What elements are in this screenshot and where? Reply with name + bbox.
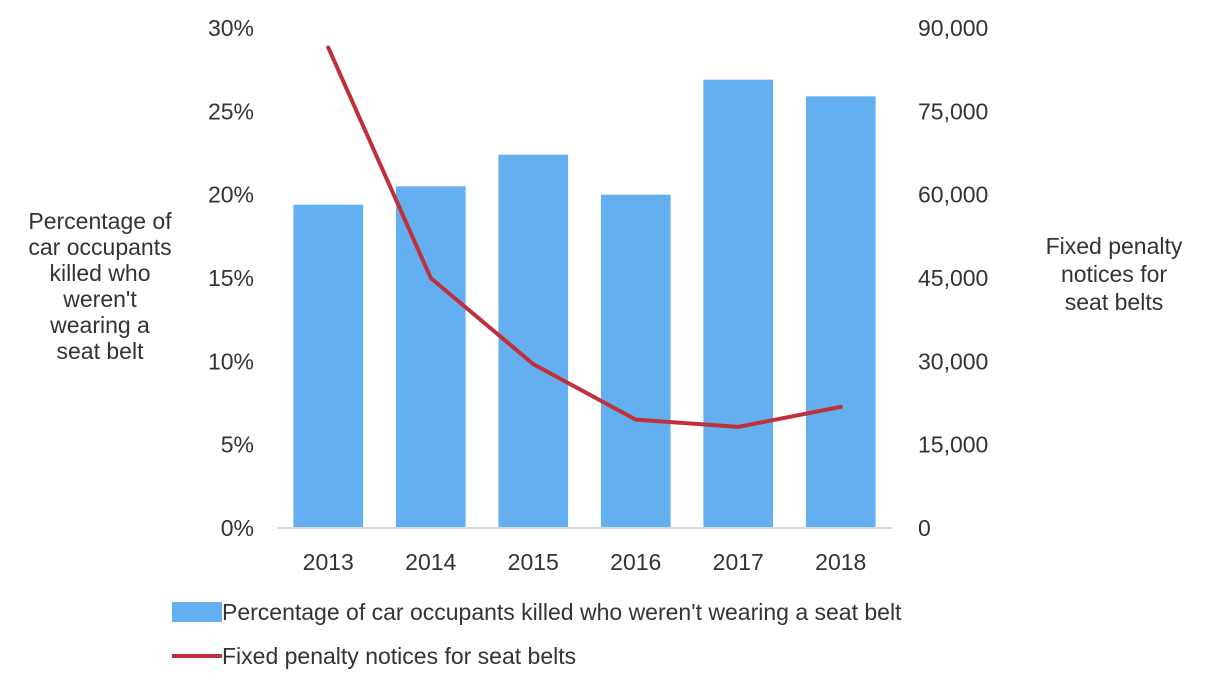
bar-2015 [498,154,569,528]
chart: 0% 5% 10% 15% 20% 25% 30% 0 15,000 30,000 45,000 6… [208,15,988,575]
axis-label-line: car occupants [28,234,172,260]
legend-label-line: Fixed penalty notices for seat belts [222,642,577,669]
axis-label-line: wearing a [50,312,150,338]
right-tick-label: 30,000 [918,348,988,374]
right-tick-label: 90,000 [918,15,988,41]
right-tick-label: 45,000 [918,265,988,291]
right-axis-ticks: 0 15,000 30,000 45,000 60,000 75,000 90,000 [918,15,988,541]
left-axis-label: Percentage of car occupants killed who were… [0,208,200,364]
axis-label-line: killed who [49,260,151,286]
legend-swatch-line [172,654,222,658]
bar-2014 [395,186,466,529]
bar-series [293,79,876,529]
legend-item-bars: Percentage of car occupants killed who w… [172,598,901,626]
left-tick-label: 25% [208,98,254,124]
bar-2013 [293,204,364,528]
left-tick-label: 20% [208,182,254,208]
left-tick-label: 30% [208,15,254,41]
axis-label-line: weren't [63,286,137,312]
right-tick-label: 60,000 [918,182,988,208]
x-tick-label: 2015 [508,549,559,575]
legend: Percentage of car occupants killed who w… [172,598,901,686]
legend-item-line: Fixed penalty notices for seat belts [172,642,901,670]
legend-swatch-bar [172,602,222,622]
axis-label-line: seat belt [56,338,144,364]
right-tick-label: 75,000 [918,98,988,124]
x-tick-label: 2013 [303,549,354,575]
left-tick-label: 5% [221,432,254,458]
axis-label-line: seat belts [1064,289,1164,315]
line-series [326,45,843,429]
axis-label-line: Percentage of [28,208,172,234]
bar-2018 [805,96,876,528]
left-tick-label: 10% [208,348,254,374]
x-tick-label: 2018 [815,549,866,575]
left-axis-ticks: 0% 5% 10% 15% 20% 25% 30% [208,15,254,541]
legend-label-bars: Percentage of car occupants killed who w… [222,598,902,625]
x-tick-label: 2017 [713,549,764,575]
right-axis-label: Fixed penalty notices for seat belts [1022,232,1206,316]
left-tick-label: 15% [208,265,254,291]
right-tick-label: 15,000 [918,432,988,458]
axis-label-line: Fixed penalty [1045,233,1183,259]
left-tick-label: 0% [221,515,254,541]
x-tick-label: 2016 [610,549,661,575]
bar-2017 [703,79,774,529]
bar-2016 [600,194,671,528]
right-tick-label: 0 [918,515,931,541]
x-tick-label: 2014 [405,549,456,575]
x-axis-ticks: 2013 2014 2015 2016 2017 2018 [303,549,867,575]
axis-label-line: notices for [1060,261,1168,287]
